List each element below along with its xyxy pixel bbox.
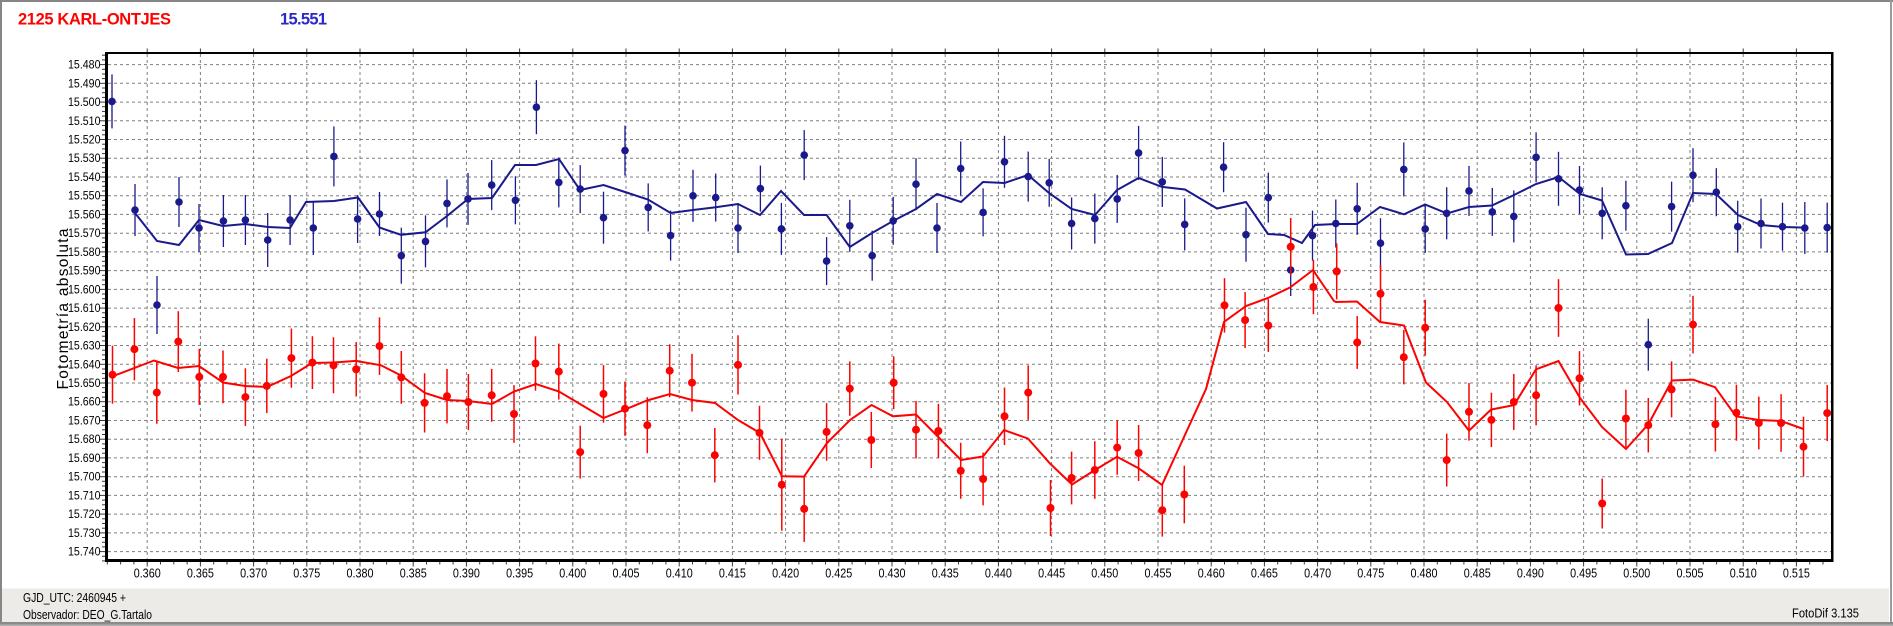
svg-text:2125 KARL-ONTJES: 2125 KARL-ONTJES bbox=[18, 11, 171, 29]
svg-text:15.510: 15.510 bbox=[68, 116, 101, 128]
svg-text:15.670: 15.670 bbox=[68, 416, 101, 428]
svg-text:0.385: 0.385 bbox=[400, 567, 427, 581]
svg-text:0.440: 0.440 bbox=[985, 567, 1012, 581]
svg-text:0.470: 0.470 bbox=[1304, 567, 1331, 581]
svg-text:0.405: 0.405 bbox=[613, 567, 640, 581]
svg-text:0.490: 0.490 bbox=[1517, 567, 1544, 581]
svg-text:Observador: DEO_G.Tartalo: Observador: DEO_G.Tartalo bbox=[23, 608, 152, 622]
svg-text:0.425: 0.425 bbox=[825, 567, 852, 581]
svg-text:15.710: 15.710 bbox=[68, 490, 101, 502]
svg-text:15.640: 15.640 bbox=[68, 359, 101, 371]
svg-text:0.395: 0.395 bbox=[506, 567, 533, 581]
svg-text:15.550: 15.550 bbox=[68, 191, 101, 203]
svg-text:0.450: 0.450 bbox=[1091, 567, 1118, 581]
svg-text:15.500: 15.500 bbox=[68, 97, 101, 109]
svg-text:15.730: 15.730 bbox=[68, 528, 101, 540]
svg-text:15.530: 15.530 bbox=[68, 153, 101, 165]
svg-text:0.375: 0.375 bbox=[293, 567, 320, 581]
svg-text:0.485: 0.485 bbox=[1464, 567, 1491, 581]
svg-text:15.630: 15.630 bbox=[68, 341, 101, 353]
svg-text:0.365: 0.365 bbox=[187, 567, 214, 581]
svg-text:0.475: 0.475 bbox=[1357, 567, 1384, 581]
svg-text:GJD_UTC: 2460945 +: GJD_UTC: 2460945 + bbox=[23, 591, 126, 605]
svg-text:15.590: 15.590 bbox=[68, 266, 101, 278]
svg-text:0.420: 0.420 bbox=[772, 567, 799, 581]
svg-text:15.660: 15.660 bbox=[68, 397, 101, 409]
svg-text:0.465: 0.465 bbox=[1251, 567, 1278, 581]
svg-text:0.435: 0.435 bbox=[932, 567, 959, 581]
svg-text:15.610: 15.610 bbox=[68, 303, 101, 315]
svg-text:0.400: 0.400 bbox=[559, 567, 586, 581]
svg-text:0.360: 0.360 bbox=[134, 567, 161, 581]
svg-text:15.690: 15.690 bbox=[68, 453, 101, 465]
svg-text:15.580: 15.580 bbox=[68, 247, 101, 259]
svg-text:15.680: 15.680 bbox=[68, 434, 101, 446]
svg-text:0.410: 0.410 bbox=[666, 567, 693, 581]
svg-text:15.551: 15.551 bbox=[280, 11, 327, 29]
svg-text:15.490: 15.490 bbox=[68, 78, 101, 90]
svg-text:15.620: 15.620 bbox=[68, 322, 101, 334]
svg-text:15.540: 15.540 bbox=[68, 172, 101, 184]
svg-text:15.600: 15.600 bbox=[68, 284, 101, 296]
svg-text:0.415: 0.415 bbox=[719, 567, 746, 581]
svg-text:0.390: 0.390 bbox=[453, 567, 480, 581]
svg-text:0.370: 0.370 bbox=[240, 567, 267, 581]
svg-text:15.570: 15.570 bbox=[68, 228, 101, 240]
svg-text:0.495: 0.495 bbox=[1570, 567, 1597, 581]
svg-text:15.560: 15.560 bbox=[68, 209, 101, 221]
svg-text:FotoDif 3.135: FotoDif 3.135 bbox=[1792, 607, 1859, 621]
svg-text:15.480: 15.480 bbox=[68, 60, 101, 72]
svg-text:0.505: 0.505 bbox=[1677, 567, 1704, 581]
svg-text:0.380: 0.380 bbox=[347, 567, 374, 581]
svg-text:0.455: 0.455 bbox=[1145, 567, 1172, 581]
svg-text:0.515: 0.515 bbox=[1783, 567, 1810, 581]
svg-text:15.650: 15.650 bbox=[68, 378, 101, 390]
svg-text:0.500: 0.500 bbox=[1623, 567, 1650, 581]
svg-text:0.460: 0.460 bbox=[1198, 567, 1225, 581]
svg-text:0.430: 0.430 bbox=[879, 567, 906, 581]
svg-text:15.700: 15.700 bbox=[68, 472, 101, 484]
svg-text:15.720: 15.720 bbox=[68, 509, 101, 521]
svg-text:15.740: 15.740 bbox=[68, 547, 101, 559]
svg-text:0.480: 0.480 bbox=[1411, 567, 1438, 581]
svg-text:15.520: 15.520 bbox=[68, 135, 101, 147]
svg-text:0.510: 0.510 bbox=[1730, 567, 1757, 581]
svg-text:0.445: 0.445 bbox=[1038, 567, 1065, 581]
